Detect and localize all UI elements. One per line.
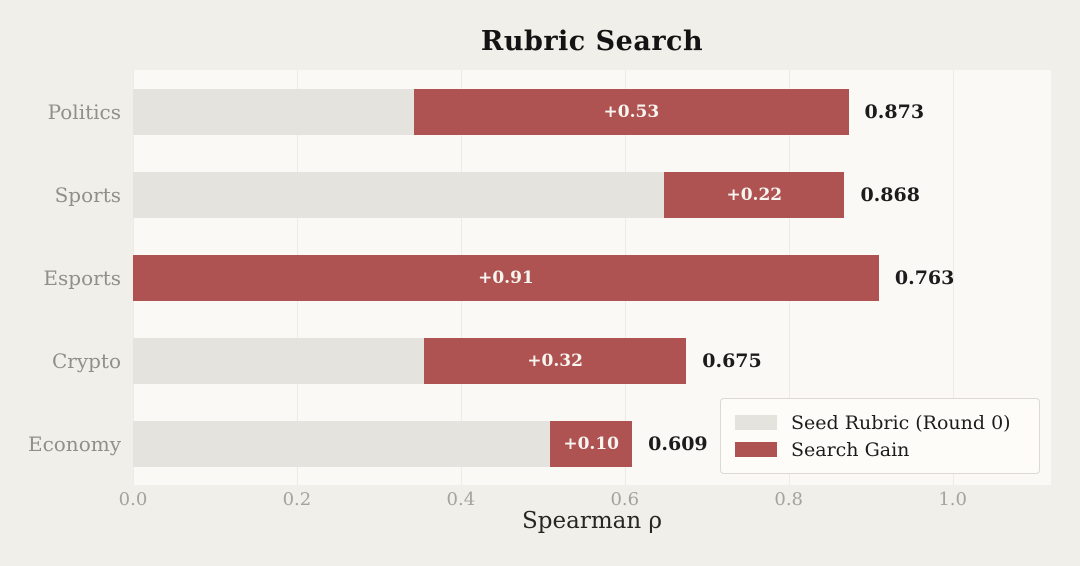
category-label-crypto: Crypto <box>51 348 121 373</box>
legend-label-seed: Seed Rubric (Round 0) <box>791 411 1011 434</box>
gain-bar-economy: +0.10 <box>550 420 633 467</box>
x-tick-label: 0.4 <box>446 489 476 510</box>
seed-bar-sports <box>133 171 665 218</box>
gain-value-label: +0.53 <box>603 101 660 122</box>
total-value-label: 0.763 <box>894 266 955 289</box>
gain-value-label: +0.22 <box>726 184 783 205</box>
category-label-sports: Sports <box>54 182 121 207</box>
seed-bar-crypto <box>133 337 424 384</box>
legend-label-gain: Search Gain <box>791 438 910 461</box>
total-value-label: 0.609 <box>648 432 708 455</box>
chart-title: Rubric Search <box>480 26 704 57</box>
x-tick-label: 0.6 <box>610 489 640 510</box>
legend-item-gain: Search Gain <box>735 436 1027 463</box>
category-label-esports: Esports <box>43 265 121 290</box>
category-label-politics: Politics <box>47 99 121 124</box>
plot-area: +0.53 0.873 +0.22 0.868 +0.91 0.763 +0.32 0.675… <box>133 70 1051 485</box>
total-value-label: 0.868 <box>860 183 920 206</box>
legend-item-seed: Seed Rubric (Round 0) <box>735 409 1027 436</box>
gridline <box>952 70 954 485</box>
category-label-economy: Economy <box>27 431 121 456</box>
x-tick-label: 0.0 <box>118 489 148 510</box>
seed-rubric-swatch-icon <box>735 415 777 430</box>
x-tick-label: 0.2 <box>282 489 312 510</box>
gain-value-label: +0.91 <box>478 267 534 288</box>
gain-bar-crypto: +0.32 <box>423 337 687 384</box>
gain-bar-politics: +0.53 <box>414 88 849 135</box>
x-axis-label: Spearman ρ <box>522 508 662 534</box>
gain-value-label: +0.10 <box>563 433 619 454</box>
total-value-label: 0.873 <box>864 100 925 123</box>
seed-bar-economy <box>133 420 551 467</box>
gain-bar-esports: +0.91 <box>133 254 879 301</box>
legend: Seed Rubric (Round 0) Search Gain <box>720 398 1040 474</box>
gain-value-label: +0.32 <box>527 350 583 371</box>
x-tick-label: 0.8 <box>774 489 804 510</box>
x-tick-label: 1.0 <box>938 489 967 510</box>
seed-bar-politics <box>133 88 415 135</box>
total-value-label: 0.675 <box>702 349 762 372</box>
search-gain-swatch-icon <box>735 442 777 457</box>
gain-bar-sports: +0.22 <box>664 171 845 218</box>
